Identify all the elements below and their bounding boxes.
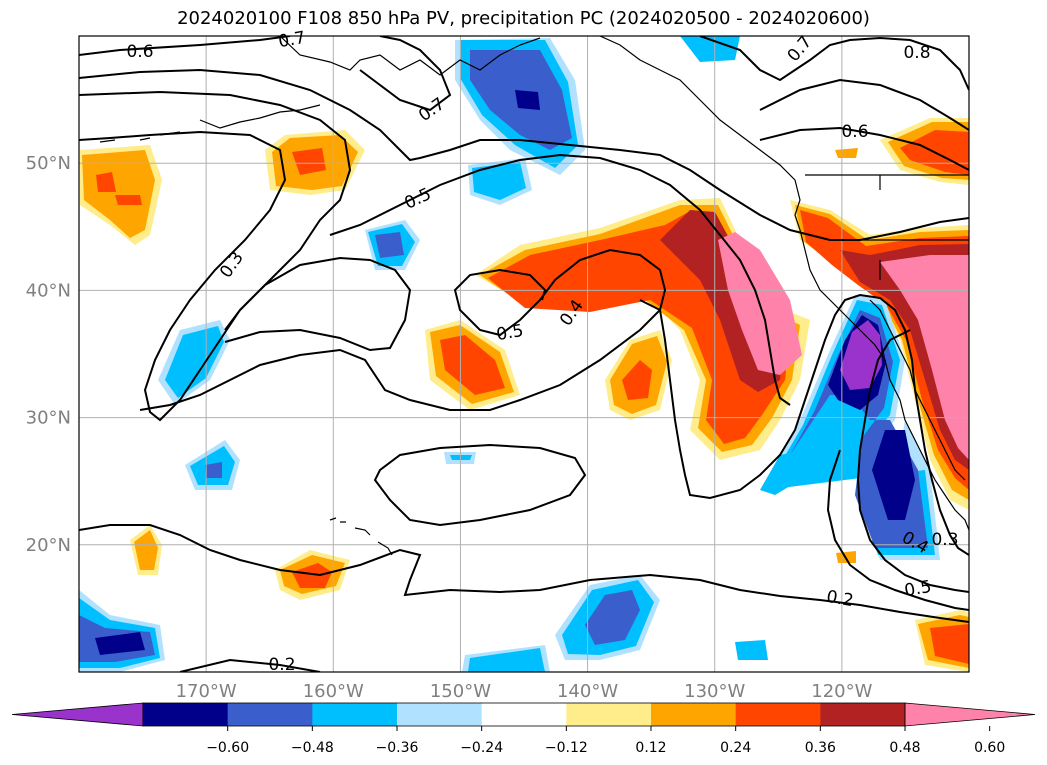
lon-tick-label: 170°W [176, 681, 237, 702]
lon-tick-label: 140°W [557, 681, 618, 702]
colorbar-tick-label: 0.48 [889, 740, 920, 756]
map-frame [78, 35, 970, 673]
contour-label: 0.8 [903, 43, 930, 63]
colorbar-segment [227, 703, 313, 726]
colorbar-tick-label: −0.24 [460, 740, 503, 756]
lat-tick-label: 30°N [26, 408, 71, 429]
colorbar-segment [735, 703, 821, 726]
colorbar-tick-label: 0.60 [974, 740, 1005, 756]
colorbar-tick-label: −0.60 [206, 740, 249, 756]
lon-tick-label: 160°W [303, 681, 364, 702]
contour-label: 0.3 [216, 248, 248, 282]
pv-contour [759, 78, 969, 131]
pv-contour [759, 126, 969, 171]
contour-label: 0.7 [784, 32, 817, 66]
pv-contour-layer [79, 36, 969, 672]
colorbar-tick-label: −0.48 [291, 740, 334, 756]
colorbar-tick-label: −0.12 [545, 740, 588, 756]
pv-contour [373, 443, 587, 527]
precip-anomaly-positive [425, 320, 520, 410]
colorbar-tick-label: −0.36 [376, 740, 419, 756]
colorbar-tick-label: 0.12 [635, 740, 666, 756]
pv-contour [139, 248, 667, 411]
colorbar-segment [143, 703, 229, 726]
contour-label: 0.6 [841, 122, 868, 142]
border-us-canada [805, 174, 969, 280]
map-title: 2024020100 F108 850 hPa PV, precipitatio… [177, 8, 870, 29]
pv-contour [826, 449, 969, 611]
pv-contour [79, 90, 352, 422]
precip-anomaly-negative [455, 36, 740, 175]
precip-anomaly-positive [80, 145, 162, 245]
colorbar-frame [142, 702, 906, 727]
precip-anomaly-negative [185, 440, 240, 490]
precip-anomaly-negative [462, 450, 805, 672]
pv-contour [359, 36, 452, 112]
hawaiian-islands [329, 517, 393, 556]
precip-anomaly-positive [605, 330, 672, 420]
precip-anomaly-negative [760, 295, 940, 560]
colorbar-segment [820, 703, 906, 726]
contour-label: 0.5 [495, 321, 525, 345]
precip-anomaly-negative [365, 220, 420, 270]
pv-contour [856, 329, 969, 593]
pv-contour [79, 68, 969, 241]
pv-contour [179, 658, 321, 672]
pv-contour [79, 36, 291, 56]
precip-anomaly-positive [130, 525, 969, 672]
coastline-north-america [279, 36, 969, 531]
colorbar-segment [651, 703, 737, 726]
pv-contour [639, 293, 969, 556]
colorbar-segment [481, 703, 567, 726]
contour-label: 0.2 [825, 587, 855, 611]
lon-tick-label: 120°W [811, 681, 872, 702]
lon-tick-label: 130°W [684, 681, 745, 702]
colorbar-tick-label: 0.36 [805, 740, 836, 756]
colorbar-extend-high [904, 702, 1036, 727]
contour-label: 0.6 [126, 42, 153, 62]
colorbar-segment [566, 703, 652, 726]
pv-contour [224, 256, 412, 352]
lat-tick-label: 40°N [26, 280, 71, 301]
lat-tick-label: 50°N [26, 153, 71, 174]
colorbar-segment [312, 703, 398, 726]
colorbar: −0.60 −0.48 −0.36 −0.24 −0.12 0.12 0.24 0.36 0.4… [11, 702, 1036, 756]
pv-contour [329, 153, 791, 406]
colorbar-tick-label: 0.24 [720, 740, 751, 756]
lat-tick-label: 20°N [26, 535, 71, 556]
colorbar-segment [397, 703, 483, 726]
pv-contour [699, 36, 969, 91]
lon-tick-label: 150°W [430, 681, 491, 702]
precip-anomaly-positive [265, 130, 365, 195]
colorbar-extend-low [11, 702, 144, 727]
contour-label: 0.5 [903, 577, 933, 601]
contour-label: 0.3 [931, 530, 958, 550]
contour-label: 0.7 [277, 28, 307, 52]
precip-fill-layer [79, 36, 969, 672]
graticule [79, 36, 969, 672]
precip-anomaly-positive [790, 200, 969, 510]
axis-tick-labels: 170°W 160°W 150°W 140°W 130°W 120°W 50°N 40°N 30… [26, 153, 873, 702]
precip-anomaly-negative [79, 590, 165, 672]
precip-anomaly-negative [158, 320, 230, 405]
contour-label: 0.2 [268, 655, 295, 675]
pv-contour [79, 524, 969, 623]
contour-label: 0.5 [402, 184, 435, 214]
